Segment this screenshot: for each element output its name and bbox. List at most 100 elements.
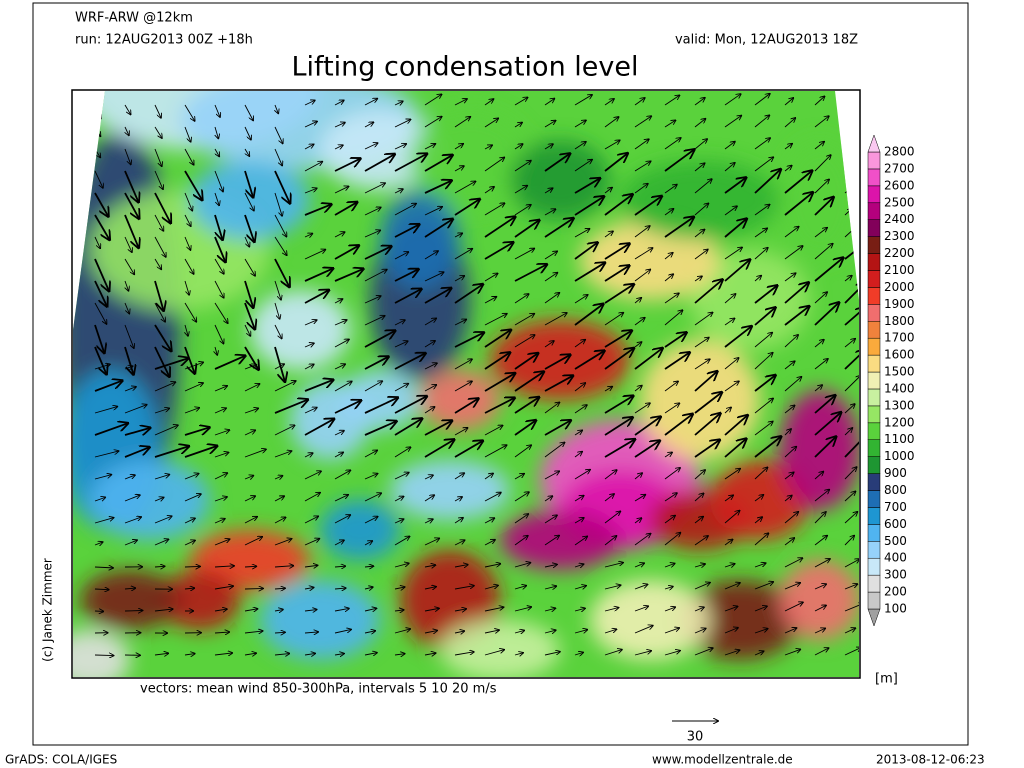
wind-arrow (124, 495, 140, 502)
wind-arrow (124, 588, 135, 589)
wind-arrow (664, 381, 678, 392)
wind-arrow (244, 302, 255, 329)
wind-arrow (724, 358, 739, 370)
wind-arrow (544, 402, 559, 414)
wind-arrow (454, 181, 475, 194)
wind-arrow (154, 302, 165, 322)
wind-arrow (244, 236, 249, 247)
wind-arrow (754, 533, 768, 546)
wind-arrow (694, 372, 717, 392)
wind-arrow (304, 453, 313, 457)
wind-arrow (454, 609, 466, 611)
colorbar-label: 1600 (884, 348, 915, 362)
wind-arrow (454, 652, 474, 656)
wind-arrow (454, 565, 468, 567)
wind-arrow (304, 587, 314, 589)
wind-arrow (364, 474, 377, 480)
colorbar-box (867, 253, 881, 271)
wind-arrow (154, 170, 163, 189)
wind-arrow (514, 445, 531, 458)
footer-center: www.modellzentrale.de (652, 753, 793, 767)
wind-arrow (694, 359, 710, 370)
wind-arrow (304, 144, 314, 150)
wind-arrow (844, 467, 857, 480)
wind-arrow (784, 628, 796, 634)
colorbar-label: 1400 (884, 381, 915, 395)
wind-arrow (394, 629, 410, 634)
wind-arrow (604, 140, 620, 150)
wind-arrow (784, 472, 794, 480)
wind-arrow (814, 490, 829, 502)
wind-arrow (634, 441, 659, 458)
wind-arrow (604, 285, 633, 304)
wind-arrow (154, 516, 172, 524)
wind-arrow (94, 423, 127, 436)
wind-arrow (184, 518, 195, 524)
wind-arrow (214, 280, 224, 298)
colorbar-label: 1700 (884, 331, 915, 345)
wind-arrow (784, 171, 812, 194)
wind-arrow (604, 195, 632, 216)
wind-arrow (424, 565, 435, 567)
wind-arrow (634, 495, 645, 502)
wind-arrow (814, 116, 829, 128)
wind-arrow (814, 396, 835, 414)
colorbar-box (867, 371, 881, 390)
wind-arrow (364, 207, 381, 216)
wind-arrow (214, 473, 227, 480)
wind-arrow (304, 205, 331, 216)
wind-arrow (724, 163, 735, 172)
wind-arrow (244, 408, 258, 414)
wind-arrow (484, 425, 502, 436)
wind-arrow (814, 437, 836, 458)
wind-arrow (215, 346, 217, 355)
wind-arrow (185, 324, 188, 336)
wind-arrow (694, 440, 719, 458)
wind-arrow (814, 179, 829, 194)
wind-arrow (184, 104, 195, 121)
wind-arrow (484, 353, 510, 370)
wind-arrow (124, 192, 139, 218)
wind-arrow (484, 518, 494, 524)
wind-arrow (754, 333, 772, 348)
wind-arrow (814, 228, 827, 238)
wind-arrow (364, 99, 377, 106)
wind-arrow (334, 364, 345, 370)
wind-arrow (724, 260, 750, 282)
wind-arrow (814, 385, 822, 392)
wind-arrow (394, 154, 426, 172)
colorbar-box (867, 202, 881, 220)
wind-arrow (544, 188, 553, 194)
wind-arrow (364, 587, 373, 589)
wind-arrow (634, 518, 641, 524)
field-patch (260, 580, 380, 660)
wind-arrow (394, 119, 410, 128)
wind-arrow (814, 584, 826, 590)
colorbar-box (867, 541, 881, 559)
wind-arrow (424, 207, 442, 216)
wind-arrow (514, 144, 523, 150)
wind-arrow (724, 469, 740, 480)
wind-arrow (94, 589, 109, 590)
wind-arrow (574, 452, 582, 458)
wind-arrow (754, 467, 767, 480)
wind-arrow (664, 217, 693, 238)
wind-arrow (244, 517, 257, 524)
wind-arrow (544, 293, 559, 304)
wind-arrow (604, 585, 621, 590)
wind-arrow (694, 203, 708, 216)
wind-arrow (694, 393, 721, 414)
wind-arrow (694, 629, 706, 634)
wind-arrow (544, 652, 560, 656)
wind-arrow (244, 258, 255, 276)
colorbar-label: 1900 (884, 297, 915, 311)
wind-arrow (814, 142, 824, 150)
wind-arrow (514, 123, 522, 128)
wind-arrow (724, 407, 731, 414)
wind-arrow (664, 95, 679, 106)
wind-arrow (304, 632, 318, 633)
map (73, 91, 859, 677)
wind-arrow (424, 341, 435, 348)
wind-arrow (154, 446, 188, 458)
wind-arrow (274, 654, 289, 655)
